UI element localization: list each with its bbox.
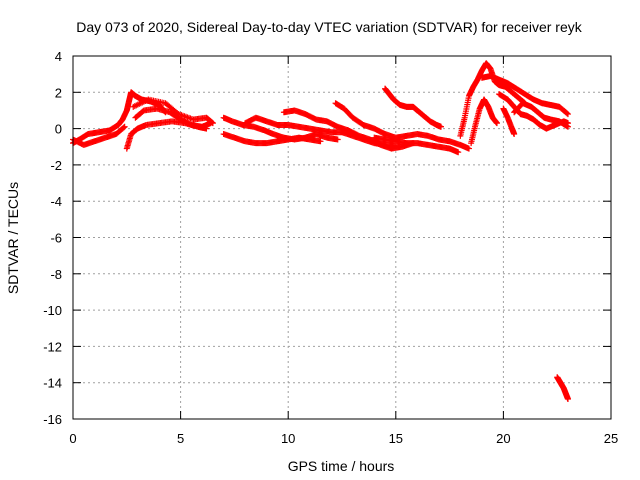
chart-title: Day 073 of 2020, Sidereal Day-to-day VTE… — [76, 19, 582, 35]
data-series-arc-k — [382, 85, 444, 130]
data-series-arc-d — [132, 105, 214, 130]
data-point-marker — [317, 138, 324, 145]
data-series-arc-o — [478, 72, 571, 118]
data-point-marker — [564, 110, 571, 117]
y-tick-label: -12 — [43, 339, 62, 354]
x-tick-label: 25 — [604, 431, 618, 446]
x-axis-label: GPS time / hours — [288, 458, 395, 474]
y-axis-label: SDTVAR / TECUs — [5, 182, 21, 294]
y-tick-label: 2 — [55, 85, 62, 100]
x-tick-label: 20 — [496, 431, 510, 446]
data-series-arc-s — [554, 374, 571, 403]
data-point-marker — [564, 396, 571, 403]
y-tick-label: -14 — [43, 376, 62, 391]
data-point-marker — [455, 149, 462, 156]
data-point-marker — [465, 145, 472, 152]
x-tick-label: 15 — [389, 431, 403, 446]
data-series-arc-p — [496, 91, 571, 132]
y-tick-label: -4 — [50, 194, 62, 209]
data-series-arc-n — [468, 96, 500, 147]
data-point-marker — [511, 131, 518, 138]
data-point-marker — [493, 120, 500, 127]
y-tick-label: 4 — [55, 49, 62, 64]
data-series-arc-r — [500, 105, 518, 138]
data-point-marker — [120, 124, 127, 131]
data-series-arc-c — [123, 118, 210, 152]
y-tick-label: 0 — [55, 122, 62, 137]
x-tick-label: 10 — [281, 431, 295, 446]
y-tick-label: -10 — [43, 303, 62, 318]
data-series-arc-j — [332, 100, 472, 152]
data-point-marker — [334, 136, 341, 143]
y-tick-label: -8 — [50, 267, 62, 282]
data-point-marker — [564, 123, 571, 130]
data-point-marker — [209, 120, 216, 127]
grid-lines — [73, 56, 611, 419]
data-series-arc-g — [220, 114, 341, 143]
plot-points — [70, 60, 571, 403]
y-tick-label: -2 — [50, 158, 62, 173]
data-point-marker — [437, 123, 444, 130]
y-tick-label: -16 — [43, 412, 62, 427]
data-series-arc-b — [70, 123, 128, 148]
data-series-arc-m — [457, 60, 528, 139]
data-series-arc-l — [371, 134, 462, 156]
data-point-marker — [121, 123, 128, 130]
x-tick-label: 0 — [69, 431, 76, 446]
y-tick-label: -6 — [50, 231, 62, 246]
data-point-marker — [564, 111, 571, 118]
x-tick-label: 5 — [177, 431, 184, 446]
data-series-arc-i — [280, 107, 417, 152]
data-series-arc-e — [130, 96, 216, 127]
data-series-arc-q — [511, 100, 571, 130]
